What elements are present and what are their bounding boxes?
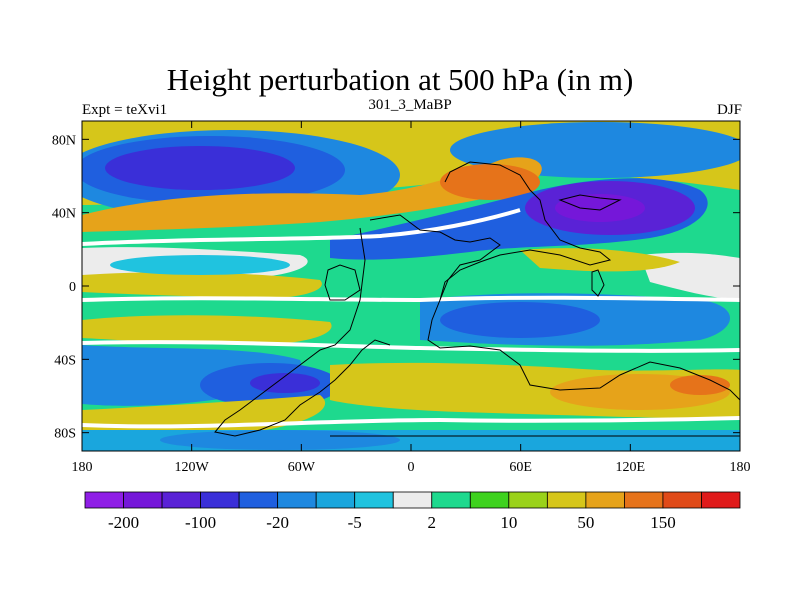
field-south-orange-core xyxy=(670,375,730,395)
colorbar-box xyxy=(662,491,702,509)
colorbar-label: 50 xyxy=(577,513,594,532)
colorbar-label: -100 xyxy=(185,513,216,532)
field-asia-low-center xyxy=(555,194,645,222)
colorbar-box xyxy=(392,491,433,509)
field-tropics-yellow xyxy=(82,272,322,299)
colorbar-label: -5 xyxy=(348,513,362,532)
zero-contour-equator xyxy=(82,295,740,303)
zero-contour-north xyxy=(82,208,521,246)
lat-tick-label: 40N xyxy=(52,207,76,222)
colorbar-box xyxy=(469,491,510,509)
lat-tick-label: 80N xyxy=(52,133,76,148)
colorbar-box xyxy=(431,491,471,509)
colorbar-label: -200 xyxy=(108,513,139,532)
colorbar-box xyxy=(84,491,124,509)
colorbar-box xyxy=(546,491,587,509)
colorbar: -200 -100 -20 -5 2 10 50 150 xyxy=(84,491,741,532)
colorbar-box xyxy=(123,491,163,509)
lon-tick-label: 180 xyxy=(730,460,751,475)
field-tropics-cyan xyxy=(110,255,290,275)
colorbar-box xyxy=(701,491,741,509)
lat-tick-label: 40S xyxy=(54,353,76,368)
colorbar-label: 2 xyxy=(428,513,437,532)
experiment-label: Expt = teXvi1 xyxy=(82,102,168,118)
zero-contour-south xyxy=(82,340,740,353)
field-ridge-orange xyxy=(82,157,542,232)
colorbar-box xyxy=(161,491,201,509)
colorbar-box xyxy=(277,491,317,509)
lon-tick-label: 120E xyxy=(616,460,646,475)
map-title: Height perturbation at 500 hPa (in m) xyxy=(166,62,634,97)
field-south-pacific-low-center xyxy=(250,373,320,393)
field-north-pacific-low-center xyxy=(105,146,295,190)
colorbar-box xyxy=(200,491,240,509)
contour-field xyxy=(82,121,740,451)
latitude-axis: 80N 40N 0 40S 80S xyxy=(52,133,740,442)
colorbar-label: 150 xyxy=(650,513,676,532)
longitude-axis: 180 120W 60W 0 60E 120E 180 xyxy=(72,121,751,475)
colorbar-box xyxy=(585,491,625,509)
lon-tick-label: 0 xyxy=(408,460,415,475)
field-tropics-yellow-east xyxy=(520,248,680,272)
colorbar-box xyxy=(624,491,664,509)
season-label: DJF xyxy=(716,102,742,118)
field-south-polar-core xyxy=(160,430,400,450)
lon-tick-label: 180 xyxy=(72,460,93,475)
zero-contour-polar xyxy=(82,416,740,429)
run-id-label: 301_3_MaBP xyxy=(368,97,452,113)
field-south-yellow xyxy=(82,315,332,345)
colorbar-box xyxy=(315,491,356,509)
lat-tick-label: 0 xyxy=(69,280,76,295)
field-south-indian-low-core xyxy=(440,302,600,338)
lat-tick-label: 80S xyxy=(54,427,76,442)
colorbar-box xyxy=(238,491,279,509)
colorbar-box xyxy=(508,491,548,509)
colorbar-label: -20 xyxy=(266,513,289,532)
colorbar-box xyxy=(354,491,394,509)
colorbar-label: 10 xyxy=(500,513,517,532)
lon-tick-label: 60E xyxy=(509,460,532,475)
lon-tick-label: 60W xyxy=(288,460,316,475)
coastlines xyxy=(214,161,740,437)
lon-tick-label: 120W xyxy=(175,460,210,475)
